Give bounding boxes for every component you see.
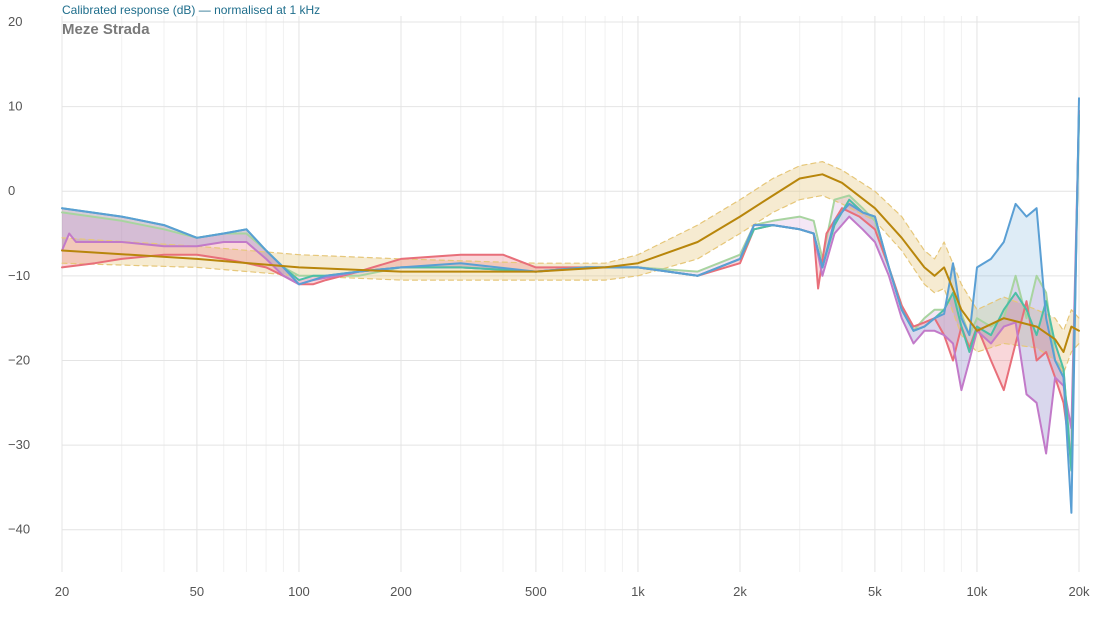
headphone-name: Meze Strada: [62, 21, 150, 38]
x-tick-label: 20: [55, 584, 69, 599]
deviation-fills: [62, 98, 1079, 513]
y-tick-label: 10: [8, 99, 22, 114]
series-line-teal: [61, 114, 1080, 472]
chart-title: Calibrated response (dB) — normalised at…: [62, 3, 321, 17]
series-line-target: [61, 173, 1080, 353]
y-tick-label: −20: [8, 352, 30, 367]
y-tick-label: −40: [8, 522, 30, 537]
fill-teal-red: [62, 110, 1079, 471]
x-tick-label: 500: [525, 584, 547, 599]
fill-blue-purple: [62, 98, 1079, 513]
x-tick-label: 10k: [966, 584, 987, 599]
y-tick-label: 20: [8, 14, 22, 29]
series-line-target_upper: [61, 161, 1080, 332]
grid: [61, 16, 1080, 572]
x-tick-label: 2k: [733, 584, 747, 599]
y-tick-label: 0: [8, 183, 15, 198]
series-line-blue: [61, 97, 1080, 514]
response-curves: [61, 97, 1080, 514]
x-tick-label: 50: [190, 584, 204, 599]
x-tick-label: 1k: [631, 584, 645, 599]
x-tick-label: 200: [390, 584, 412, 599]
series-line-target_lower: [61, 194, 1080, 374]
series-line-purple: [61, 114, 1080, 455]
y-tick-label: −30: [8, 437, 30, 452]
fill-green-purple: [62, 115, 1079, 471]
x-tick-label: 5k: [868, 584, 882, 599]
series-line-green: [61, 114, 1080, 472]
y-tick-label: −10: [8, 268, 30, 283]
x-tick-label: 20k: [1069, 584, 1090, 599]
x-tick-label: 100: [288, 584, 310, 599]
axes: 20 50 100 200 500 1k 2k 5k 10k 20k20100−10−20−30−…: [8, 14, 1090, 599]
